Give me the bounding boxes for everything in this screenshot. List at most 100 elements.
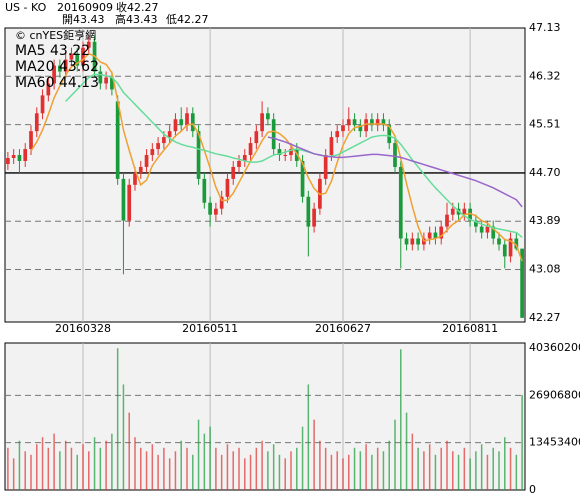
volume-bar <box>99 447 102 490</box>
candle-body <box>450 208 455 215</box>
candle-body <box>381 119 386 126</box>
candle-body <box>185 113 189 126</box>
volume-bar <box>307 384 310 490</box>
y-tick-label: 47.13 <box>529 21 561 34</box>
volume-bar <box>168 458 171 490</box>
y-tick-label: 43.08 <box>529 263 561 276</box>
volume-bar <box>244 458 246 490</box>
candle-body <box>387 125 392 144</box>
candle-body <box>69 53 74 60</box>
candle-body <box>133 172 137 185</box>
x-tick-label: 20160627 <box>315 322 371 335</box>
candle-body <box>393 143 397 167</box>
candle-body <box>156 143 160 150</box>
candle-body <box>306 196 311 227</box>
candle-body <box>208 202 212 215</box>
volume-bar <box>492 447 494 490</box>
volume-bar <box>284 458 286 490</box>
candle-body <box>479 226 484 233</box>
symbol: US - KO <box>5 1 47 14</box>
y-tick-label: 43.89 <box>529 214 561 227</box>
candle-body <box>98 71 103 84</box>
y-tick-label: 44.70 <box>529 166 561 179</box>
candle-body <box>190 113 195 132</box>
y-tick-label: 45.51 <box>529 118 561 131</box>
legend-entry: MA20 43.62 <box>15 59 99 75</box>
candle-body <box>300 160 305 197</box>
volume-bar <box>521 395 523 490</box>
candle-body <box>370 119 374 126</box>
volume-bar <box>272 444 275 490</box>
volume-bar <box>192 454 194 490</box>
candle-body <box>52 65 56 84</box>
volume-bar <box>41 437 44 490</box>
volume-bar <box>463 447 466 490</box>
candle-body <box>219 196 224 209</box>
candle-body <box>58 65 62 72</box>
volume-bar <box>64 440 67 490</box>
candle-body <box>173 119 178 132</box>
candle-body <box>289 149 293 156</box>
low-price: 低42.27 <box>166 13 209 26</box>
volume-bar <box>180 440 182 490</box>
volume-bar <box>174 451 177 490</box>
volume-bar <box>261 440 263 490</box>
volume-bar <box>446 440 448 490</box>
candle-body <box>225 178 230 197</box>
volume-bar <box>515 454 518 490</box>
volume-panel <box>4 342 526 491</box>
volume-bar <box>388 440 390 490</box>
volume-bar <box>59 451 61 490</box>
candle-body <box>329 137 334 156</box>
close-price: 收42.27 <box>116 0 159 14</box>
volume-bar <box>186 447 188 490</box>
candle-body <box>410 238 415 245</box>
candle-body <box>6 158 10 164</box>
volume-bar <box>348 454 350 490</box>
candle-body <box>462 208 467 215</box>
y-tick-label: 26906800 <box>529 388 580 401</box>
volume-bar <box>440 447 442 490</box>
volume-bar <box>47 447 50 490</box>
x-tick-label: 20160328 <box>55 322 111 335</box>
volume-bar <box>134 437 136 490</box>
date: 20160909 <box>57 1 113 14</box>
candle-body <box>104 77 108 84</box>
candle-body <box>312 208 316 227</box>
candle-body <box>271 119 276 150</box>
y-tick-label: 42.27 <box>529 311 561 324</box>
volume-bar <box>12 458 15 490</box>
volume-bar <box>116 348 119 490</box>
candle-body <box>81 47 85 66</box>
volume-bar <box>324 447 327 490</box>
candle-body <box>277 149 282 156</box>
candle-body <box>520 248 524 318</box>
volume-bar <box>301 426 304 490</box>
volume-bar <box>36 444 38 490</box>
legend-entry: MA60 44.13 <box>15 75 99 91</box>
candle-body <box>248 143 253 156</box>
candle-body <box>110 77 114 90</box>
candle-body <box>485 226 490 233</box>
candle-body <box>346 119 351 126</box>
candle-body <box>404 238 409 245</box>
candle-body <box>179 119 184 126</box>
volume-bar <box>371 454 373 490</box>
volume-bar <box>128 412 130 490</box>
volume-bar <box>290 451 292 490</box>
y-tick-label: 40360200 <box>529 341 580 354</box>
volume-bar <box>405 412 408 490</box>
candle-body <box>260 113 264 132</box>
volume-bar <box>88 451 90 490</box>
volume-bar <box>157 454 159 490</box>
volume-bar <box>226 444 229 490</box>
volume-bar <box>7 447 9 490</box>
volume-bar <box>509 447 512 490</box>
y-tick-label: 0 <box>529 483 536 496</box>
candle-body <box>237 160 241 167</box>
open-price: 開43.43 <box>62 13 105 26</box>
volume-bar <box>53 433 55 490</box>
volume-bar <box>220 454 223 490</box>
volume-bar <box>480 444 483 490</box>
ma-line <box>267 136 523 208</box>
